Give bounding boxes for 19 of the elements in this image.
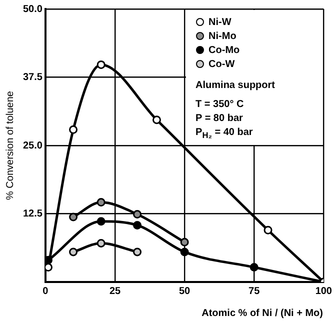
x-tick-label: 25 <box>109 286 122 297</box>
y-tick-label: 50.0 <box>22 4 43 15</box>
legend-label: Co-W <box>208 58 235 70</box>
legend-label: Co-Mo <box>208 44 240 56</box>
y-axis-title: % Conversion of toluene <box>4 90 16 200</box>
x-tick-label: 75 <box>248 286 260 297</box>
x-tick-label: 50 <box>179 286 191 297</box>
annotation: Alumina support <box>196 79 276 92</box>
x-tick-label: 0 <box>42 286 49 297</box>
y-tick-label: 37.5 <box>22 72 43 83</box>
annotation: P$_{H₂}$ = 40 bar <box>196 126 254 142</box>
annotation: T = 350° C <box>196 98 245 111</box>
legend-label: Ni-Mo <box>208 30 236 42</box>
y-tick-label: 12.5 <box>22 208 43 220</box>
y-tick-label: 25.0 <box>22 140 43 152</box>
legend-label: Ni-W <box>208 16 232 28</box>
x-axis-title: Atomic % of Ni / (Ni + Mo) <box>202 308 323 319</box>
annotation: P = 80 bar <box>196 112 244 125</box>
x-tick-label: 100 <box>315 286 332 297</box>
